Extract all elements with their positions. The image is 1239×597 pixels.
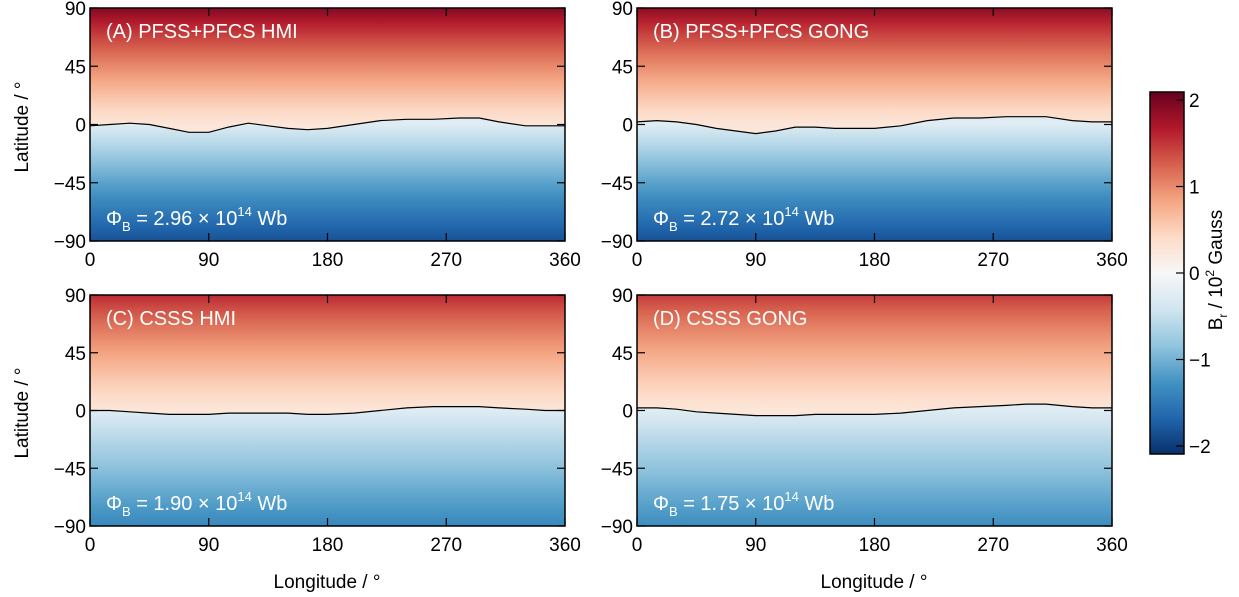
x-tick-label: 0 <box>85 535 96 556</box>
x-tick-label: 270 <box>430 535 462 556</box>
panel-c-plot-area <box>90 295 565 526</box>
polarity-inversion-line <box>637 403 1112 417</box>
colorbar-tick-label: −1 <box>1189 351 1211 372</box>
x-axis-label-left: Longitude / ° <box>274 572 381 593</box>
positive-polarity-region <box>637 8 1112 134</box>
negative-polarity-region <box>637 404 1112 526</box>
x-tick-label: 180 <box>859 535 891 556</box>
x-tick-label: 180 <box>312 535 344 556</box>
negative-polarity-region <box>90 118 565 241</box>
positive-polarity-region <box>90 295 565 415</box>
positive-polarity-region <box>90 8 565 133</box>
x-tick-label: 360 <box>1096 250 1128 271</box>
panel-c: 0 90 180 270 360 90 45 0 −45 −90 (C) CSSS HMI ΦB = … <box>54 286 581 556</box>
y-tick-label: 90 <box>612 0 633 20</box>
y-tick-label: 90 <box>65 286 86 307</box>
y-tick-label: −90 <box>601 517 633 538</box>
y-tick-label: −90 <box>601 232 633 253</box>
panel-a-flux-label: ΦB = 2.96 × 1014 Wb <box>106 204 287 234</box>
x-tick-label: 0 <box>632 250 643 271</box>
x-axis-label-right: Longitude / ° <box>821 572 928 593</box>
y-tick-label: −45 <box>54 459 86 480</box>
y-axis-label-top: Latitude / ° <box>12 81 33 172</box>
panel-b-title: (B) PFSS+PFCS GONG <box>653 21 869 43</box>
panel-c-title: (C) CSSS HMI <box>106 308 236 330</box>
colorbar: 2 1 0 −1 −2 <box>1149 91 1211 458</box>
x-tick-label: 90 <box>198 250 219 271</box>
y-tick-label: 45 <box>612 57 633 78</box>
x-tick-label: 180 <box>859 250 891 271</box>
negative-polarity-region <box>90 406 565 526</box>
y-tick-label: 0 <box>622 116 633 137</box>
x-tick-label: 360 <box>1096 535 1128 556</box>
y-tick-label: −45 <box>601 174 633 195</box>
y-tick-label: −45 <box>54 174 86 195</box>
panel-c-flux-label: ΦB = 1.90 × 1014 Wb <box>106 489 287 519</box>
colorbar-label-rest: / 10 <box>1206 277 1227 314</box>
panel-b: 0 90 180 270 360 90 45 0 −45 −90 (B) PFSS+PFCS GON… <box>601 0 1128 271</box>
panel-a: 0 90 180 270 360 90 45 0 −45 −90 (A) PFSS+PFCS HMI… <box>54 0 581 271</box>
panel-d-plot-area <box>637 295 1112 526</box>
polarity-inversion-line <box>90 117 565 133</box>
y-tick-label: 45 <box>65 57 86 78</box>
y-tick-label: −90 <box>54 517 86 538</box>
x-tick-label: 90 <box>745 250 766 271</box>
x-tick-label: 90 <box>745 535 766 556</box>
colorbar-label: Br / 102 Gauss <box>1203 210 1230 331</box>
y-tick-label: 90 <box>65 0 86 20</box>
y-tick-label: −90 <box>54 232 86 253</box>
colorbar-label-sub: r <box>1216 314 1230 318</box>
panels: 0 90 180 270 360 90 45 0 −45 −90 (A) PFSS+PFCS HMI… <box>54 0 1128 556</box>
x-tick-label: 360 <box>549 250 581 271</box>
polarity-inversion-line <box>637 116 1112 135</box>
x-tick-label: 360 <box>549 535 581 556</box>
panel-d-flux-label: ΦB = 1.75 × 1014 Wb <box>653 489 834 519</box>
y-tick-label: 0 <box>75 116 86 137</box>
colorbar-tick-label: 0 <box>1189 264 1200 285</box>
panel-b-plot-area <box>637 8 1112 241</box>
y-tick-label: −45 <box>601 459 633 480</box>
colorbar-tick-label: −2 <box>1189 437 1211 458</box>
positive-polarity-region <box>637 295 1112 416</box>
negative-polarity-region <box>637 116 1112 241</box>
panel-b-flux-label: ΦB = 2.72 × 1014 Wb <box>653 204 834 234</box>
panel-a-title: (A) PFSS+PFCS HMI <box>106 21 298 43</box>
colorbar-label-unit: Gauss <box>1206 210 1227 270</box>
panel-d: 0 90 180 270 360 90 45 0 −45 −90 (D) CSSS GONG ΦB =… <box>601 286 1128 556</box>
colorbar-label-sup: 2 <box>1203 270 1217 277</box>
x-tick-label: 0 <box>632 535 643 556</box>
x-tick-label: 270 <box>430 250 462 271</box>
panel-d-title: (D) CSSS GONG <box>653 308 807 330</box>
y-tick-label: 0 <box>75 402 86 423</box>
x-tick-label: 90 <box>198 535 219 556</box>
x-tick-label: 0 <box>85 250 96 271</box>
colorbar-tick-label: 1 <box>1189 178 1200 199</box>
y-tick-label: 0 <box>622 402 633 423</box>
x-tick-label: 270 <box>977 250 1009 271</box>
x-tick-label: 180 <box>312 250 344 271</box>
polarity-inversion-line <box>90 406 565 415</box>
x-tick-label: 270 <box>977 535 1009 556</box>
y-tick-label: 45 <box>612 344 633 365</box>
colorbar-tick-label: 2 <box>1189 91 1200 112</box>
y-tick-label: 45 <box>65 344 86 365</box>
y-axis-label-bottom: Latitude / ° <box>12 367 33 458</box>
y-tick-label: 90 <box>612 286 633 307</box>
panel-a-plot-area <box>90 8 565 241</box>
